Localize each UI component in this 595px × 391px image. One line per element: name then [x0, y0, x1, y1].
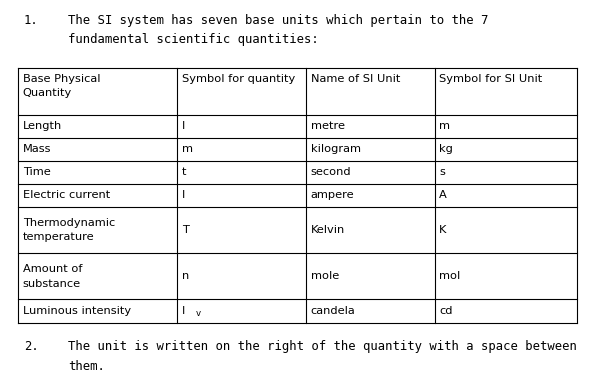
Text: l: l: [182, 121, 185, 131]
Text: Mass: Mass: [23, 144, 51, 154]
Text: metre: metre: [311, 121, 345, 131]
Text: candela: candela: [311, 306, 355, 316]
Text: Symbol for quantity: Symbol for quantity: [182, 74, 295, 84]
Text: Name of SI Unit: Name of SI Unit: [311, 74, 400, 84]
Text: Thermodynamic
temperature: Thermodynamic temperature: [23, 218, 115, 242]
Text: Amount of
substance: Amount of substance: [23, 264, 82, 289]
Text: ampere: ampere: [311, 190, 354, 201]
Text: I: I: [182, 306, 186, 316]
Text: m: m: [182, 144, 193, 154]
Text: Electric current: Electric current: [23, 190, 110, 201]
Text: mol: mol: [439, 271, 461, 282]
Text: v: v: [196, 309, 201, 318]
Text: cd: cd: [439, 306, 453, 316]
Text: m: m: [439, 121, 450, 131]
Text: The unit is written on the right of the quantity with a space between
them.: The unit is written on the right of the …: [68, 340, 577, 373]
Text: Length: Length: [23, 121, 62, 131]
Text: second: second: [311, 167, 351, 178]
Text: Time: Time: [23, 167, 51, 178]
Text: kilogram: kilogram: [311, 144, 361, 154]
Text: Kelvin: Kelvin: [311, 225, 345, 235]
Text: kg: kg: [439, 144, 453, 154]
Text: s: s: [439, 167, 445, 178]
Text: T: T: [182, 225, 189, 235]
Text: mole: mole: [311, 271, 339, 282]
Text: t: t: [182, 167, 186, 178]
Text: K: K: [439, 225, 447, 235]
Text: 2.: 2.: [24, 340, 39, 353]
Text: The SI system has seven base units which pertain to the 7
fundamental scientific: The SI system has seven base units which…: [68, 14, 489, 46]
Text: Luminous intensity: Luminous intensity: [23, 306, 131, 316]
Text: 1.: 1.: [24, 14, 39, 27]
Text: Base Physical
Quantity: Base Physical Quantity: [23, 74, 100, 98]
Text: A: A: [439, 190, 447, 201]
Text: n: n: [182, 271, 189, 282]
Text: I: I: [182, 190, 186, 201]
Text: Symbol for SI Unit: Symbol for SI Unit: [439, 74, 543, 84]
